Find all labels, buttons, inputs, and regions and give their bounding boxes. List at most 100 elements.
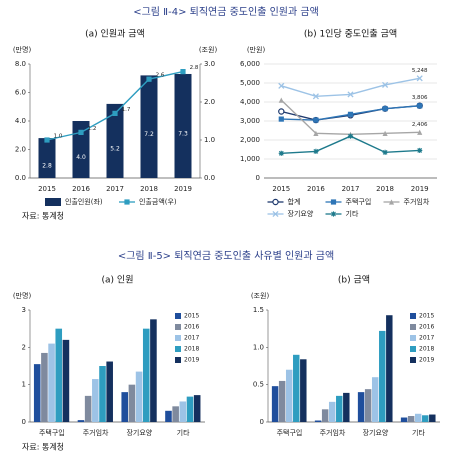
bar <box>422 415 429 422</box>
y-tick-label: 0 <box>260 418 264 426</box>
bar <box>429 414 436 422</box>
point <box>272 210 279 218</box>
legend-swatch <box>410 346 416 352</box>
point <box>382 149 388 155</box>
bar <box>121 392 129 422</box>
bar <box>140 75 158 178</box>
value-label: 1.7 <box>122 107 131 113</box>
point <box>388 199 395 205</box>
point <box>417 147 423 154</box>
value-label: 1.0 <box>54 134 63 140</box>
bar <box>142 328 150 422</box>
legend-swatch <box>410 357 416 363</box>
bar <box>55 328 63 422</box>
y-tick-label: 1 <box>22 381 26 389</box>
legend-label: 2015 <box>419 313 434 320</box>
source: 자료: 통계청 <box>22 442 64 452</box>
x-tick-label: 2018 <box>376 185 394 193</box>
legend-swatch <box>410 313 416 319</box>
y-tick-label: 4.0 <box>15 117 26 125</box>
point <box>347 133 354 139</box>
x-tick-label: 2016 <box>307 185 325 193</box>
bar <box>174 73 192 178</box>
legend-swatch <box>175 357 181 363</box>
y-tick-label: 2,000 <box>240 136 260 144</box>
chart-title: (a) 인원 <box>102 275 134 286</box>
y-tick-label: 6,000 <box>240 60 260 68</box>
y2-tick-label: 0.0 <box>204 174 215 182</box>
y-tick-label: 1.5 <box>253 306 264 314</box>
point <box>278 108 285 115</box>
y-tick-label: 2 <box>22 343 26 351</box>
chart-title: (b) 금액 <box>338 274 370 286</box>
point <box>278 116 284 122</box>
bar <box>314 420 322 422</box>
legend-label: 2016 <box>184 324 199 331</box>
legend-label: 인출금액(우) <box>139 197 177 206</box>
legend-swatch <box>410 335 416 341</box>
bar <box>364 389 372 422</box>
x-tick-label: 기타 <box>177 428 190 437</box>
bar <box>33 364 41 422</box>
point <box>278 97 284 103</box>
bar <box>165 410 172 422</box>
legend-label: 2016 <box>419 324 434 331</box>
bar <box>386 315 393 422</box>
bar <box>150 319 157 422</box>
point <box>313 148 319 154</box>
legend-label: 기타 <box>346 209 359 218</box>
y-tick-label: 4,000 <box>240 98 260 106</box>
point <box>312 93 319 100</box>
legend-label: 주택구입 <box>346 197 372 206</box>
value-label: 2.8 <box>42 163 52 170</box>
x-tick-label: 주거임차 <box>320 428 346 437</box>
bar <box>400 417 408 422</box>
x-tick-label: 주택구입 <box>277 428 303 437</box>
point <box>278 82 285 89</box>
value-label: 1.2 <box>88 126 97 132</box>
bar <box>62 339 70 422</box>
y2-tick-label: 1.0 <box>204 136 215 144</box>
legend-label: 합계 <box>288 197 301 206</box>
bar <box>41 352 48 422</box>
y-tick-label: 0.5 <box>253 381 264 389</box>
y-tick-label: 1,000 <box>240 155 260 163</box>
bar <box>321 409 329 422</box>
y2-tick-label: 2.0 <box>204 98 215 106</box>
x-tick-label: 2015 <box>38 185 56 193</box>
value-label: 7.3 <box>178 130 188 137</box>
legend-swatch <box>45 198 61 206</box>
legend-label: 2019 <box>419 357 434 364</box>
legend-label: 2017 <box>184 335 199 342</box>
bar <box>336 395 343 422</box>
bar <box>99 366 106 422</box>
bar <box>300 359 307 422</box>
bar <box>293 354 300 422</box>
x-tick-label: 2017 <box>342 185 360 193</box>
x-tick-label: 주택구입 <box>39 428 65 437</box>
bar <box>179 401 187 422</box>
value-label: 5,248 <box>412 68 428 74</box>
y-tick-label: 3,000 <box>240 117 260 125</box>
bar <box>357 392 365 422</box>
point <box>330 211 337 217</box>
x-tick-label: 2015 <box>272 185 290 193</box>
bar <box>128 384 136 422</box>
legend-label: 인출인원(좌) <box>65 197 103 206</box>
y-axis-unit: (만원) <box>247 45 266 54</box>
bar <box>407 416 415 422</box>
bar <box>48 343 55 422</box>
value-label: 3,806 <box>412 95 428 101</box>
value-label: 5.2 <box>110 145 120 152</box>
bar <box>278 380 286 422</box>
legend-label: 2019 <box>184 357 199 364</box>
point <box>417 103 423 109</box>
legend-swatch <box>175 313 181 319</box>
x-tick-label: 주거임차 <box>83 428 109 437</box>
y2-axis-unit: (조원) <box>199 45 218 54</box>
value-label: 4.0 <box>76 154 86 161</box>
y-tick-label: 0 <box>22 418 26 426</box>
x-tick-label: 2017 <box>106 185 124 193</box>
bar <box>135 371 143 422</box>
value-label: 2.6 <box>156 73 165 79</box>
